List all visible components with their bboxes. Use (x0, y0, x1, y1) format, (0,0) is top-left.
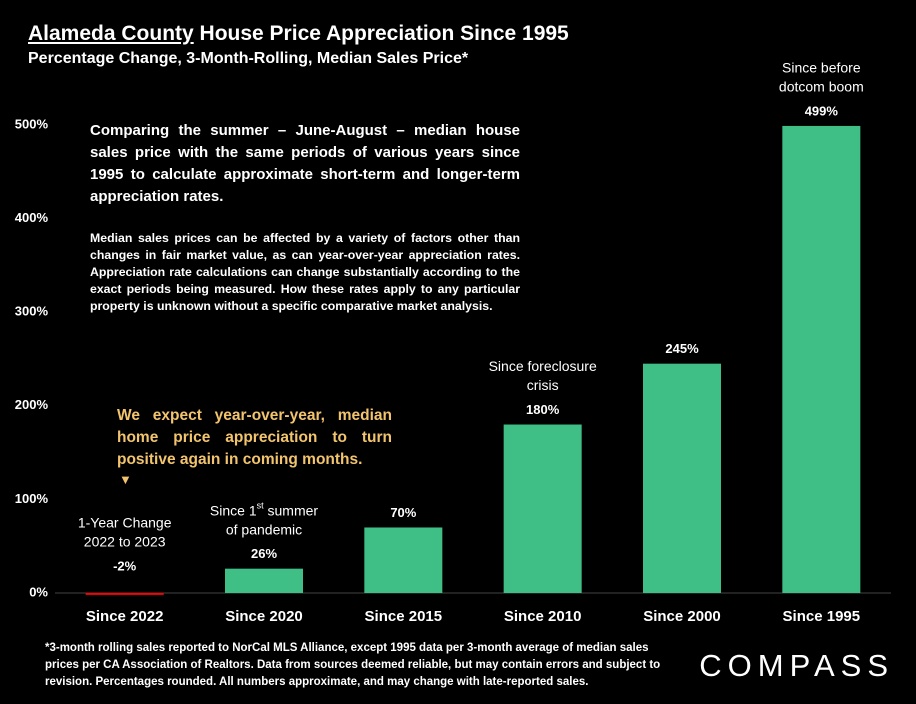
annotation-text: Since 1 (210, 502, 257, 518)
chart-subtitle: Percentage Change, 3-Month-Rolling, Medi… (28, 50, 469, 67)
bar-annotation: Since before (782, 60, 861, 76)
bar-annotation: Since 1st summer (210, 501, 319, 518)
value-label: 26% (251, 546, 277, 561)
bar (503, 424, 582, 593)
y-tick-label: 0% (29, 584, 48, 599)
footnote: *3-month rolling sales reported to NorCa… (45, 642, 661, 688)
x-tick-label: Since 2022 (86, 608, 164, 625)
note: We expect year-over-year, median home pr… (117, 407, 392, 468)
x-tick-label: Since 1995 (783, 608, 861, 625)
y-tick-label: 400% (15, 210, 49, 225)
bar-annotation: 1-Year Change (78, 515, 172, 531)
x-tick-label: Since 2000 (643, 608, 721, 625)
bar-annotation: Since foreclosure (489, 358, 597, 374)
chart-title: Alameda County House Price Appreciation … (28, 22, 569, 46)
value-label: 245% (665, 341, 699, 356)
value-label: 70% (390, 505, 416, 520)
note-arrow: ▼ (119, 472, 132, 487)
y-tick-label: 200% (15, 397, 49, 412)
value-label: 499% (805, 103, 839, 118)
y-tick-label: 100% (15, 491, 49, 506)
paragraph: Median sales prices can be affected by a… (90, 231, 520, 313)
bar-annotation: of pandemic (226, 521, 302, 537)
x-tick-label: Since 2010 (504, 608, 582, 625)
annotation-sup: st (257, 501, 265, 511)
annotation-text: summer (268, 502, 319, 518)
paragraph: Comparing the summer – June-August – med… (90, 122, 520, 205)
logo: COMPASS (699, 648, 894, 683)
bar (225, 568, 303, 593)
bar (782, 125, 861, 593)
value-label: -2% (113, 558, 137, 573)
value-label: 180% (526, 402, 560, 417)
title-rest: House Price Appreciation Since 1995 (193, 22, 569, 45)
bar-annotation: crisis (527, 377, 559, 393)
bar (85, 593, 164, 595)
y-tick-label: 300% (15, 304, 49, 319)
x-tick-label: Since 2020 (225, 608, 303, 625)
bar-annotation: dotcom boom (779, 79, 864, 95)
bar (364, 527, 443, 593)
y-tick-label: 500% (15, 116, 49, 131)
bar-annotation: 2022 to 2023 (84, 534, 166, 550)
title-underlined: Alameda County (28, 22, 194, 45)
bar (643, 363, 721, 593)
x-tick-label: Since 2015 (365, 608, 443, 625)
